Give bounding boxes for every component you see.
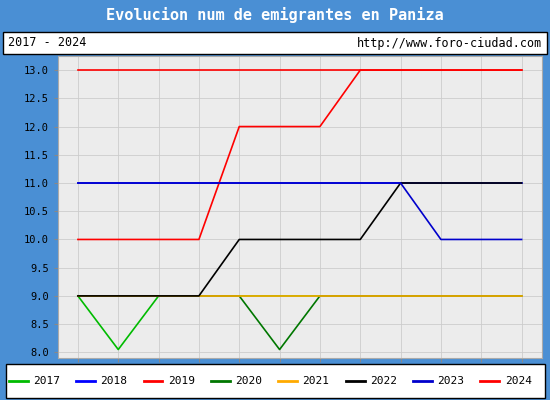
Text: 2023: 2023 — [437, 376, 464, 386]
Text: 2017 - 2024: 2017 - 2024 — [8, 36, 87, 50]
Text: 2024: 2024 — [505, 376, 532, 386]
Text: 2017: 2017 — [33, 376, 60, 386]
FancyBboxPatch shape — [6, 364, 544, 398]
FancyBboxPatch shape — [3, 32, 547, 54]
Text: 2021: 2021 — [302, 376, 329, 386]
Text: 2020: 2020 — [235, 376, 262, 386]
Text: 2022: 2022 — [370, 376, 397, 386]
Text: Evolucion num de emigrantes en Paniza: Evolucion num de emigrantes en Paniza — [106, 7, 444, 23]
Text: 2019: 2019 — [168, 376, 195, 386]
Text: 2018: 2018 — [101, 376, 128, 386]
Text: http://www.foro-ciudad.com: http://www.foro-ciudad.com — [356, 36, 542, 50]
